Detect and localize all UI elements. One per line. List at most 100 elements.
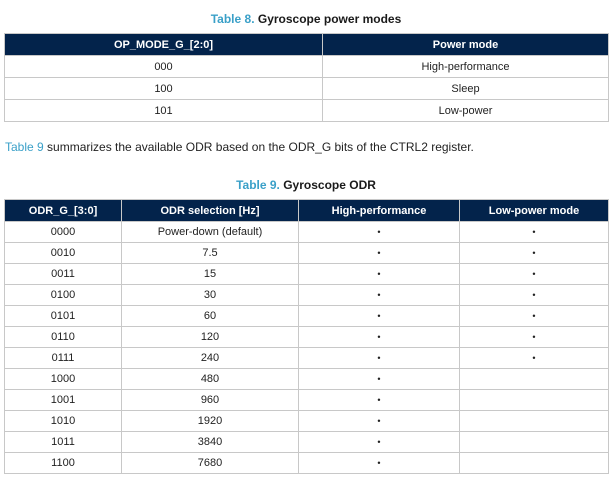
table9-caption: Table 9. Gyroscope ODR xyxy=(0,178,612,192)
table-row: 0100 30 • • xyxy=(4,284,609,306)
supported-bullet-icon: • xyxy=(377,437,381,447)
high-performance-cell: • xyxy=(298,368,460,390)
low-power-cell: • xyxy=(459,305,609,327)
odr-selection-cell: 960 xyxy=(121,389,299,411)
odr-selection-cell: 15 xyxy=(121,263,299,285)
odr-selection-cell: 60 xyxy=(121,305,299,327)
table8-caption-title: Gyroscope power modes xyxy=(257,12,402,26)
odr-code-cell: 1000 xyxy=(4,368,122,390)
high-performance-cell: • xyxy=(298,431,460,453)
table8-caption-number: Table 8. xyxy=(210,12,255,26)
high-performance-cell: • xyxy=(298,284,460,306)
odr-selection-cell: 240 xyxy=(121,347,299,369)
high-performance-cell: • xyxy=(298,389,460,411)
table-row: 0101 60 • • xyxy=(4,305,609,327)
odr-code-cell: 0010 xyxy=(4,242,122,264)
supported-bullet-icon: • xyxy=(377,269,381,279)
odr-selection-cell: Power-down (default) xyxy=(121,221,299,243)
column-header-odr-g: ODR_G_[3:0] xyxy=(4,199,122,222)
odr-code-cell: 1011 xyxy=(4,431,122,453)
low-power-cell: • xyxy=(459,221,609,243)
odr-selection-cell: 120 xyxy=(121,326,299,348)
table-row: 1001 960 • xyxy=(4,389,609,411)
table-row: 0110 120 • • xyxy=(4,326,609,348)
odr-selection-cell: 30 xyxy=(121,284,299,306)
high-performance-cell: • xyxy=(298,410,460,432)
odr-code-cell: 0101 xyxy=(4,305,122,327)
supported-bullet-icon: • xyxy=(377,374,381,384)
low-power-cell: • xyxy=(459,326,609,348)
supported-bullet-icon: • xyxy=(532,353,536,363)
odr-code-cell: 1100 xyxy=(4,452,122,474)
op-mode-cell: 101 xyxy=(4,99,323,122)
table-row: 0111 240 • • xyxy=(4,347,609,369)
op-mode-cell: 000 xyxy=(4,55,323,78)
table-header-row: OP_MODE_G_[2:0] Power mode xyxy=(4,33,609,56)
high-performance-cell: • xyxy=(298,326,460,348)
odr-code-cell: 0100 xyxy=(4,284,122,306)
odr-table-body: 0000 Power-down (default) • • 0010 7.5 • • 0011 1… xyxy=(4,221,609,474)
column-header-power-mode: Power mode xyxy=(322,33,609,56)
low-power-cell: • xyxy=(459,242,609,264)
high-performance-cell: • xyxy=(298,242,460,264)
low-power-cell: • xyxy=(459,284,609,306)
table-row: 000 High-performance xyxy=(4,55,609,78)
odr-code-cell: 0111 xyxy=(4,347,122,369)
odr-selection-cell: 3840 xyxy=(121,431,299,453)
supported-bullet-icon: • xyxy=(532,290,536,300)
table-row: 100 Sleep xyxy=(4,77,609,100)
supported-bullet-icon: • xyxy=(377,395,381,405)
gyroscope-power-modes-table: OP_MODE_G_[2:0] Power mode 000 High-perf… xyxy=(4,33,609,122)
supported-bullet-icon: • xyxy=(377,227,381,237)
high-performance-cell: • xyxy=(298,347,460,369)
high-performance-cell: • xyxy=(298,263,460,285)
table-row: 101 Low-power xyxy=(4,99,609,122)
odr-code-cell: 1010 xyxy=(4,410,122,432)
supported-bullet-icon: • xyxy=(532,332,536,342)
supported-bullet-icon: • xyxy=(532,248,536,258)
power-mode-cell: High-performance xyxy=(322,55,609,78)
supported-bullet-icon: • xyxy=(377,416,381,426)
odr-selection-cell: 7680 xyxy=(121,452,299,474)
power-mode-cell: Sleep xyxy=(322,77,609,100)
supported-bullet-icon: • xyxy=(532,269,536,279)
odr-code-cell: 0011 xyxy=(4,263,122,285)
column-header-odr-selection: ODR selection [Hz] xyxy=(121,199,299,222)
low-power-cell xyxy=(459,389,609,411)
odr-selection-cell: 480 xyxy=(121,368,299,390)
supported-bullet-icon: • xyxy=(377,248,381,258)
table-row: 0011 15 • • xyxy=(4,263,609,285)
gyroscope-odr-table: ODR_G_[3:0] ODR selection [Hz] High-perf… xyxy=(4,199,609,474)
table-row: 1011 3840 • xyxy=(4,431,609,453)
high-performance-cell: • xyxy=(298,452,460,474)
column-header-low-power-mode: Low-power mode xyxy=(459,199,609,222)
table-row: 0000 Power-down (default) • • xyxy=(4,221,609,243)
supported-bullet-icon: • xyxy=(377,332,381,342)
table9-caption-number: Table 9. xyxy=(236,178,280,192)
high-performance-cell: • xyxy=(298,305,460,327)
odr-selection-cell: 1920 xyxy=(121,410,299,432)
odr-code-cell: 0110 xyxy=(4,326,122,348)
supported-bullet-icon: • xyxy=(377,290,381,300)
column-header-high-performance: High-performance xyxy=(298,199,460,222)
high-performance-cell: • xyxy=(298,221,460,243)
supported-bullet-icon: • xyxy=(377,311,381,321)
column-header-op-mode: OP_MODE_G_[2:0] xyxy=(4,33,323,56)
supported-bullet-icon: • xyxy=(377,353,381,363)
supported-bullet-icon: • xyxy=(532,311,536,321)
supported-bullet-icon: • xyxy=(377,458,381,468)
low-power-cell xyxy=(459,431,609,453)
odr-code-cell: 1001 xyxy=(4,389,122,411)
table-row: 0010 7.5 • • xyxy=(4,242,609,264)
paragraph-text: summarizes the available ODR based on th… xyxy=(43,140,474,154)
low-power-cell: • xyxy=(459,347,609,369)
odr-summary-paragraph: Table 9 summarizes the available ODR bas… xyxy=(5,140,474,154)
table-header-row: ODR_G_[3:0] ODR selection [Hz] High-perf… xyxy=(4,199,609,222)
table-row: 1010 1920 • xyxy=(4,410,609,432)
odr-code-cell: 0000 xyxy=(4,221,122,243)
table8-caption: Table 8. Gyroscope power modes xyxy=(0,12,612,26)
low-power-cell xyxy=(459,410,609,432)
table9-reference-link[interactable]: Table 9 xyxy=(5,140,44,154)
supported-bullet-icon: • xyxy=(532,227,536,237)
table9-caption-title: Gyroscope ODR xyxy=(283,178,376,192)
